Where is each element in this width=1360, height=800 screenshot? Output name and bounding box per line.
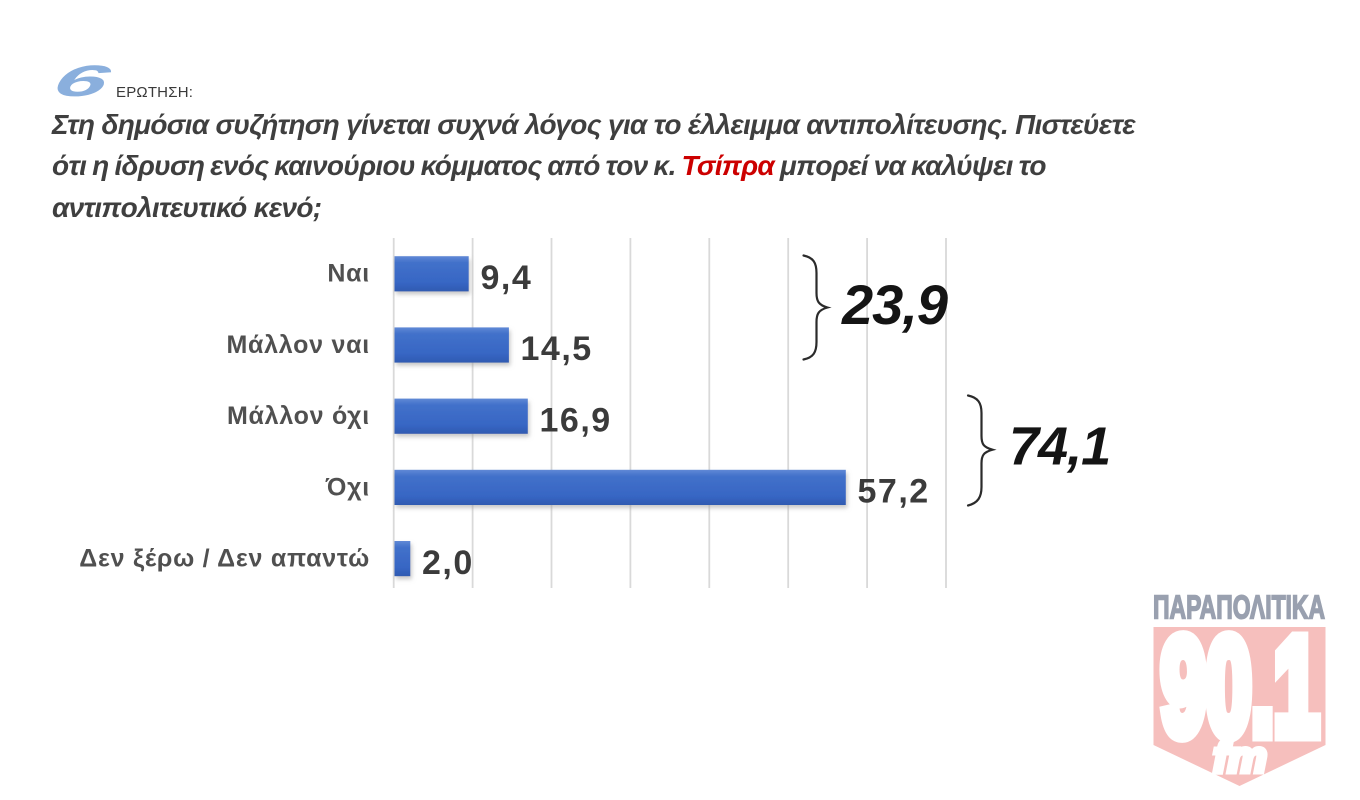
svg-text:Όχι: Όχι	[325, 473, 370, 501]
svg-text:Μάλλον ναι: Μάλλον ναι	[226, 331, 370, 359]
svg-text:Ναι: Ναι	[327, 260, 370, 288]
svg-text:fm: fm	[1213, 733, 1267, 782]
svg-text:90.1: 90.1	[1161, 610, 1319, 764]
svg-text:16,9: 16,9	[540, 401, 612, 439]
svg-text:Δεν ξέρω / Δεν απαντώ: Δεν ξέρω / Δεν απαντώ	[79, 545, 370, 573]
svg-text:57,2: 57,2	[858, 473, 930, 511]
svg-text:23,9: 23,9	[841, 273, 948, 336]
svg-text:2,0: 2,0	[422, 544, 474, 582]
svg-text:9,4: 9,4	[481, 259, 533, 297]
svg-text:14,5: 14,5	[521, 330, 593, 368]
svg-text:Μάλλον όχι: Μάλλον όχι	[227, 402, 370, 430]
svg-text:ΠΑΡΑΠΟΛΙΤΙΚΑ: ΠΑΡΑΠΟΛΙΤΙΚΑ	[1153, 589, 1325, 626]
svg-text:74,1: 74,1	[1009, 417, 1110, 477]
